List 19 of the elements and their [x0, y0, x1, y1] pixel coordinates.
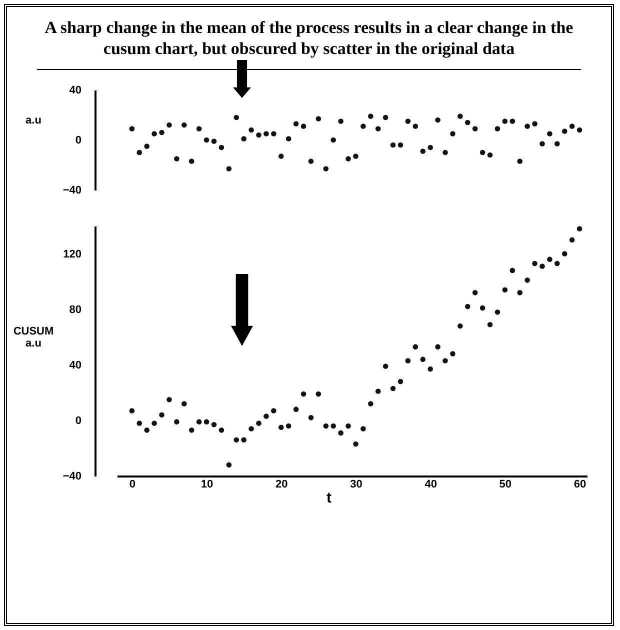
y-axis-title: CUSUM a.u — [13, 326, 54, 350]
x-tick-label: 60 — [574, 478, 586, 490]
x-tick-label: 40 — [424, 478, 437, 490]
y-axis-title: a.u — [26, 114, 42, 126]
x-tick-label: 0 — [129, 478, 136, 490]
x-tick-label: 30 — [350, 478, 362, 490]
y-tick-label: 0 — [75, 134, 82, 146]
chart-title: A sharp change in the mean of the process results in a clear change in the cusum chart, but obscured by scatter in the original data — [37, 17, 581, 70]
x-axis-title: t — [326, 490, 332, 506]
x-tick-label: 10 — [200, 478, 214, 490]
y-tick-label: 80 — [69, 304, 82, 316]
y-tick-label: 120 — [63, 248, 82, 260]
y-tick-label: −40 — [62, 470, 82, 482]
y-tick-label: 40 — [69, 84, 82, 96]
y-tick-label: 0 — [75, 414, 82, 427]
y-tick-label: 40 — [69, 359, 82, 372]
x-tick-label: 20 — [276, 478, 288, 490]
y-tick-label: −40 — [62, 184, 82, 196]
x-tick-label: 50 — [499, 478, 512, 490]
